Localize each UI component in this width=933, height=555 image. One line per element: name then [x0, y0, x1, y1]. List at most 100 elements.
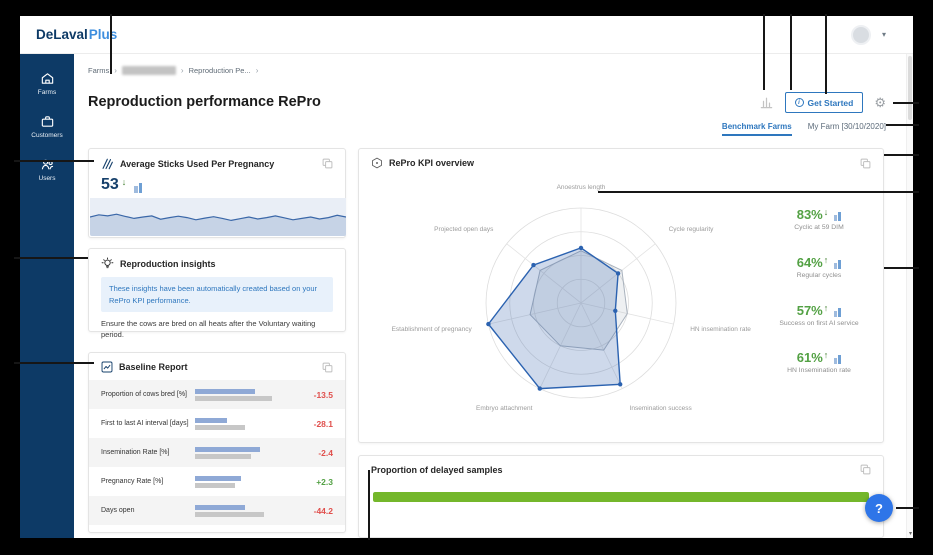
radar-axis-label: Projected open days: [434, 226, 494, 233]
callout-line: [790, 14, 792, 90]
sidebar-item-users[interactable]: Users: [20, 148, 74, 191]
row-bars: [195, 417, 291, 430]
benchmark-bar: [195, 395, 272, 401]
line-chart-icon: [101, 361, 113, 373]
row-bars: [195, 446, 291, 459]
get-started-label: Get Started: [807, 97, 854, 108]
insight-highlight: These insights have been automatically c…: [101, 277, 333, 313]
copy-icon[interactable]: [860, 158, 871, 169]
gear-icon[interactable]: ⚙: [874, 95, 886, 110]
breadcrumb-item[interactable]: Farms: [88, 66, 110, 75]
callout-line: [14, 257, 88, 259]
radar-point: [486, 321, 491, 327]
kpi-column: 83% ↓ Cyclic at 59 DIM 64% ↑ Regular cycles 57…: [759, 207, 879, 376]
breadcrumb-item[interactable]: [121, 66, 176, 75]
delayed-bar-fill: [373, 492, 869, 502]
scroll-down-icon[interactable]: ▾: [908, 531, 912, 537]
sidebar-item-customers[interactable]: Customers: [20, 105, 74, 148]
table-row[interactable]: Pregnancy Rate [%] +2.3: [89, 467, 345, 496]
kpi-label: HN Insemination rate: [787, 367, 851, 375]
customers-icon: [40, 114, 55, 129]
radar-axis-label: Establishment of pregnancy: [392, 326, 473, 333]
row-label: Pregnancy Rate [%]: [101, 477, 164, 485]
card-title: Proportion of delayed samples: [371, 464, 503, 475]
brand-plus: Plus: [88, 27, 118, 42]
get-started-button[interactable]: i Get Started: [784, 92, 864, 113]
callout-line: [763, 14, 765, 90]
kpi-value: 57%: [796, 302, 823, 318]
table-row[interactable]: Insemination Rate [%] -2.4: [89, 438, 345, 467]
callout-line: [893, 102, 919, 104]
row-delta: -28.1: [313, 418, 333, 429]
brand-delaval: DeLaval: [36, 27, 88, 42]
insights-card: Reproduction insights These insights hav…: [88, 248, 346, 339]
benchmark-compare-icon[interactable]: [759, 95, 774, 110]
insights-bulb-icon: [101, 257, 114, 270]
kpi-value-row: 64% ↑: [797, 255, 842, 269]
copy-icon[interactable]: [322, 158, 333, 169]
radar-spoke: [580, 302, 623, 389]
farm-bar: [195, 475, 242, 481]
kpi-item: 61% ↑ HN Insemination rate: [787, 350, 851, 376]
radar-icon: [371, 157, 383, 169]
farms-icon: [40, 71, 55, 86]
user-avatar[interactable]: [851, 25, 871, 45]
farm-bar: [195, 417, 227, 423]
row-bars: [195, 504, 291, 517]
breadcrumb-item[interactable]: Reproduction Pe...: [188, 66, 251, 75]
radar-axis-label: Insemination success: [630, 405, 693, 412]
delaval-plus-logo[interactable]: DeLavalPlus: [36, 27, 117, 42]
sidebar-item-farms[interactable]: Farms: [20, 62, 74, 105]
callout-line: [14, 160, 94, 162]
table-row[interactable]: Proportion of cows bred [%] -13.5: [89, 380, 345, 409]
farm-bar: [195, 446, 261, 452]
row-delta: +2.3: [316, 476, 333, 487]
table-row[interactable]: Days open -44.2: [89, 496, 345, 525]
help-button[interactable]: ?: [865, 494, 893, 522]
copy-icon[interactable]: [322, 362, 333, 373]
bar-chart-icon: [834, 212, 842, 221]
chevron-right-icon: ›: [114, 66, 117, 75]
row-label: Proportion of cows bred [%]: [101, 390, 187, 398]
radar-axis-label: HN insemination rate: [690, 326, 751, 333]
view-tabs: Benchmark Farms My Farm [30/10/2020]: [721, 122, 886, 136]
header-actions: i Get Started ⚙: [759, 92, 886, 113]
copy-icon[interactable]: [860, 464, 871, 475]
callout-line: [886, 124, 919, 126]
benchmark-bar: [195, 453, 251, 459]
benchmark-bar: [195, 482, 236, 488]
callout-line: [825, 14, 827, 94]
farm-bar: [195, 388, 255, 394]
table-row[interactable]: First to last AI interval [days] -28.1: [89, 409, 345, 438]
row-label: Days open: [101, 506, 135, 514]
app-window: DeLavalPlus ▾ Farms Customers Users Farms ›…: [20, 16, 913, 538]
row-label: First to last AI interval [days]: [101, 419, 189, 427]
row-label: Insemination Rate [%]: [101, 448, 170, 456]
kpi-label: Regular cycles: [796, 271, 842, 279]
benchmark-bar: [195, 511, 265, 517]
page-title: Reproduction performance RePro: [88, 94, 321, 110]
chevron-right-icon: ›: [180, 66, 184, 75]
kpi-value-row: 61% ↑: [787, 350, 851, 366]
kpi-item: 64% ↑ Regular cycles: [797, 255, 842, 281]
row-delta: -44.2: [313, 505, 333, 516]
radar-spoke: [506, 243, 582, 304]
baseline-report-card: Baseline Report Proportion of cows bred …: [88, 352, 346, 533]
scrollbar-thumb[interactable]: [908, 56, 912, 120]
kpi-item: 57% ↑ Success on first AI service: [779, 303, 858, 329]
benchmark-bar: [195, 424, 245, 430]
row-bars: [195, 475, 291, 488]
kpi-value: 61%: [796, 350, 823, 366]
callout-line: [368, 470, 370, 540]
kpi-overview-card: RePro KPI overview Anoestrus length Cycle…: [358, 148, 884, 443]
chevron-down-icon[interactable]: ▾: [881, 30, 886, 39]
radar-point: [531, 262, 536, 268]
radar-axis-label: Embryo attachment: [476, 405, 533, 412]
radar-point: [537, 386, 542, 391]
trend-down-icon: ↓: [823, 207, 829, 217]
radar-point: [613, 308, 618, 313]
tab-benchmark-farms[interactable]: Benchmark Farms: [721, 122, 792, 136]
tab-my-farm-30-10-2020-[interactable]: My Farm [30/10/2020]: [807, 122, 886, 131]
callout-line: [896, 507, 919, 509]
scrollbar[interactable]: ▾: [906, 54, 913, 538]
